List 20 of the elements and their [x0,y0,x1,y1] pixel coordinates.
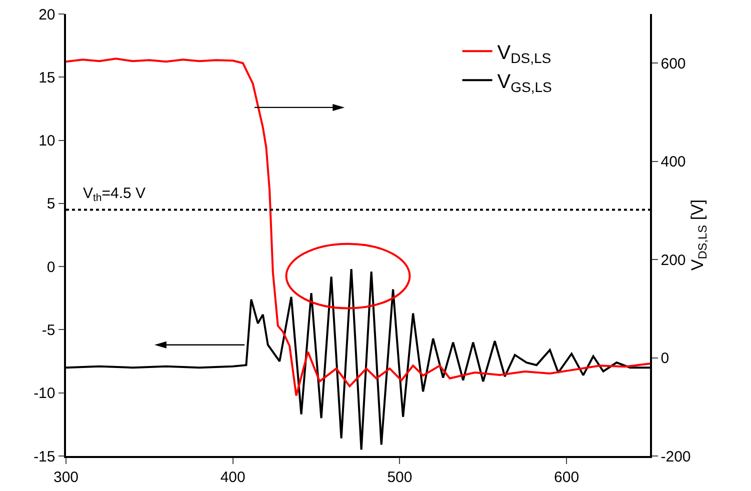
y-tick-label: -15 [34,448,56,466]
x-tick-label: 600 [554,468,580,486]
y2-tick-label: -200 [660,448,691,466]
x-tick-label: 500 [387,468,412,486]
y2-tick-label: 600 [660,55,686,72]
y-tick-label: 10 [38,132,56,150]
y-tick-label: -10 [34,385,56,402]
y-tick-label: 0 [46,258,56,276]
y-tick-label: -5 [42,322,56,339]
ref-line-label: V$_{th}$=4.5 V [83,185,146,204]
x-tick-label: 400 [220,468,246,486]
legend-label: V$_{DS,LS}$ [497,42,552,66]
y-tick-label: 20 [38,6,56,24]
y-tick-label: 5 [46,196,56,213]
y-tick-label: 15 [38,69,56,86]
y2-tick-label: 400 [660,154,686,171]
y2-tick-label: 0 [660,350,670,368]
y2-tick-label: 200 [660,252,686,269]
x-tick-label: 300 [53,468,79,486]
legend-label: V$_{GS,LS}$ [497,70,552,96]
